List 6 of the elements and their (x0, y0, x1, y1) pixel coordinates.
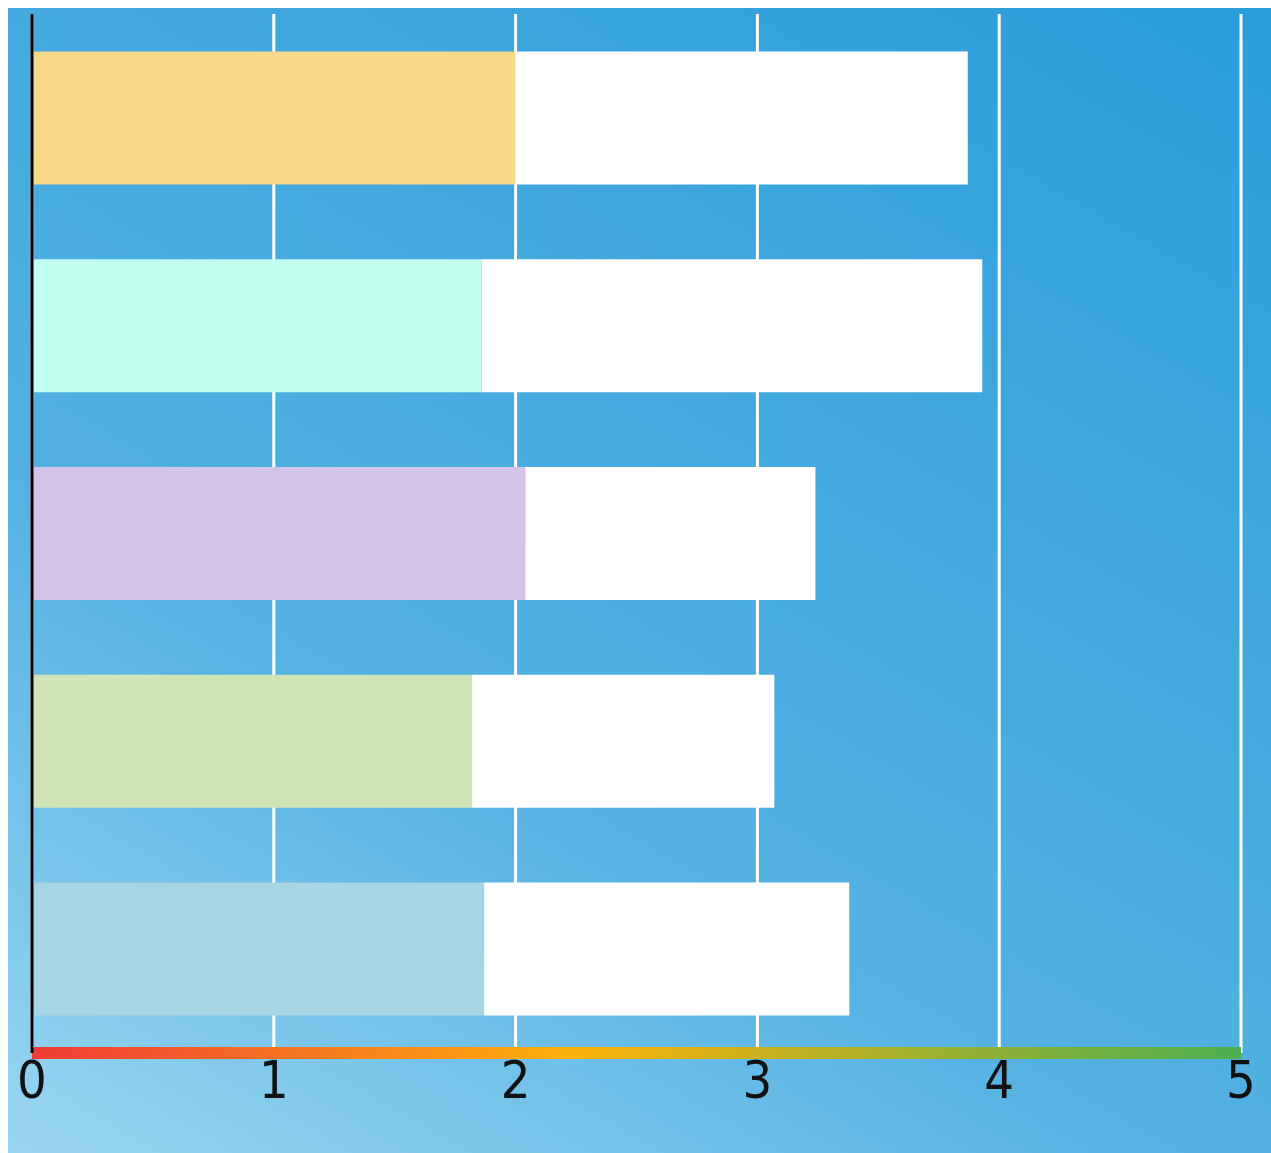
x-tick-label: 3 (742, 1049, 773, 1110)
x-tick-label: 2 (500, 1049, 531, 1110)
x-tick-label: 1 (258, 1049, 289, 1110)
x-tick-label: 0 (17, 1049, 47, 1110)
x-tick-label: 4 (984, 1049, 1015, 1110)
x-tick-label: 5 (1226, 1049, 1256, 1110)
